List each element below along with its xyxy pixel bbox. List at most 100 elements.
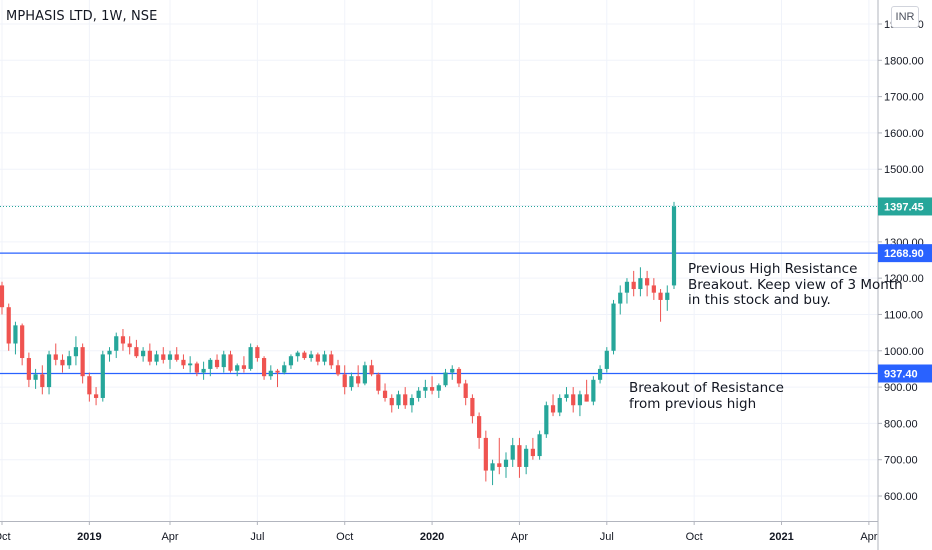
- candle-body: [67, 356, 72, 366]
- candle: [275, 368, 280, 388]
- candle: [235, 363, 240, 377]
- annotation-resistance-breakout: Previous High Resistance Breakout. Keep …: [688, 261, 903, 308]
- candle-body: [550, 405, 556, 413]
- candle: [497, 437, 502, 475]
- candle: [141, 347, 146, 362]
- candle-body: [443, 372, 448, 386]
- candle-body: [46, 354, 52, 388]
- resistance-price-label: 937.40: [878, 364, 932, 383]
- candle-body: [450, 368, 455, 373]
- candle: [557, 394, 562, 417]
- candle-body: [100, 354, 105, 398]
- candle: [315, 352, 320, 366]
- chart-title: MPHASIS LTD, 1W, NSE: [6, 9, 158, 24]
- candle: [228, 350, 233, 373]
- candle-body: [295, 352, 300, 357]
- candle: [618, 285, 623, 315]
- candle-body: [483, 437, 488, 471]
- candle-body: [201, 368, 206, 373]
- candle-body: [389, 397, 394, 406]
- candle-body: [665, 292, 670, 300]
- candle-body: [416, 390, 421, 398]
- candle: [645, 270, 650, 297]
- candle: [174, 347, 179, 362]
- candle-body: [564, 394, 569, 398]
- candle-body: [631, 281, 636, 290]
- candle: [255, 345, 260, 362]
- candle: [477, 412, 482, 449]
- candle: [26, 352, 31, 388]
- candle-body: [497, 463, 502, 467]
- candle-body: [309, 354, 314, 359]
- candle-body: [315, 354, 320, 362]
- candle-body: [26, 358, 31, 380]
- candle: [396, 390, 401, 409]
- candle: [591, 376, 596, 406]
- candle: [456, 367, 462, 388]
- last-price-label-bg: [878, 197, 932, 216]
- candle: [389, 394, 394, 413]
- candle-body: [73, 347, 79, 357]
- candle-body: [396, 394, 401, 406]
- candle: [611, 299, 616, 355]
- candle-body: [571, 394, 576, 406]
- candle-body: [671, 206, 677, 286]
- candle-body: [356, 376, 361, 384]
- candle-body: [214, 359, 220, 368]
- candle: [571, 387, 576, 413]
- candle-body: [181, 359, 186, 366]
- candle-body: [235, 365, 240, 371]
- candle: [329, 350, 334, 369]
- candle: [510, 437, 515, 467]
- candle: [342, 365, 347, 395]
- candle: [631, 270, 636, 297]
- candle: [577, 390, 583, 417]
- candle: [127, 336, 132, 355]
- candle-body: [544, 405, 549, 435]
- currency-button[interactable]: INR: [891, 6, 919, 28]
- candle-body: [93, 394, 99, 398]
- candle-body: [403, 394, 408, 406]
- last-price-label: 1397.45: [878, 197, 932, 216]
- candle: [6, 303, 11, 351]
- candle-body: [87, 376, 92, 395]
- candle-body: [141, 350, 146, 357]
- candle: [282, 361, 287, 375]
- y-tick-label: 1100.00: [884, 309, 923, 321]
- candle-body: [329, 354, 334, 366]
- candle: [564, 387, 569, 402]
- candle: [73, 336, 79, 366]
- price-labels: 1397.45 1268.90 937.40: [878, 197, 932, 383]
- candle-body: [147, 350, 152, 362]
- candle-body: [362, 365, 367, 384]
- candle-body: [114, 336, 119, 351]
- candle: [120, 328, 126, 351]
- candle-body: [194, 363, 199, 373]
- time-axis[interactable]: Oct 2019 Apr Jul Oct 2020 Apr Jul Oct 2021 Apr: [0, 521, 878, 543]
- candle: [87, 372, 92, 402]
- candle-body: [510, 445, 515, 460]
- candle: [0, 281, 5, 315]
- candle: [530, 437, 535, 460]
- candle-body: [20, 325, 25, 359]
- candle: [349, 372, 354, 391]
- candle-body: [342, 374, 347, 388]
- candle-body: [335, 365, 341, 375]
- candle-body: [436, 385, 441, 391]
- candle-body: [174, 354, 179, 360]
- candle: [604, 347, 609, 373]
- candle: [288, 354, 294, 369]
- y-tick-label: 1500.00: [884, 164, 924, 176]
- candle-body: [261, 358, 267, 377]
- candle-body: [577, 394, 583, 406]
- candle-body: [409, 397, 415, 406]
- candle-body: [638, 278, 643, 290]
- candle-body: [517, 445, 522, 467]
- candle: [665, 285, 670, 311]
- candle-body: [463, 383, 468, 398]
- candle: [114, 332, 119, 359]
- candle: [638, 267, 643, 297]
- candle-body: [127, 343, 132, 348]
- candle-body: [477, 416, 482, 438]
